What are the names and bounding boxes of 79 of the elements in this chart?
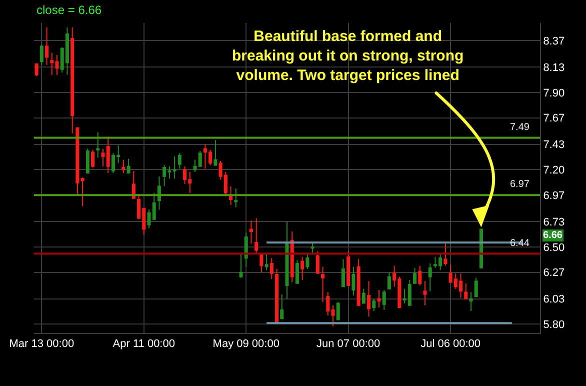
y-tick-label: 7.43 (543, 139, 565, 152)
candlestick (316, 250, 320, 274)
candlestick (336, 302, 340, 320)
candlestick (423, 280, 427, 306)
candlestick (295, 260, 299, 284)
candlestick (214, 139, 218, 166)
candlestick (270, 257, 274, 280)
candlestick (387, 272, 391, 290)
candlestick (285, 221, 289, 300)
y-tick-label: 8.13 (543, 62, 565, 74)
candlestick (50, 52, 54, 76)
candlestick (413, 267, 417, 284)
x-tick-label: Jul 06 00:00 (420, 338, 481, 350)
candlestick (126, 158, 130, 174)
candlestick (331, 304, 335, 327)
annotation: Beautiful base formed and breaking out it on strong, strong volume. Two target prices lined (232, 28, 464, 84)
candlestick (306, 252, 310, 270)
chart-title: close = 6.66 (36, 3, 102, 18)
candlestick (34, 63, 38, 76)
candlestick (377, 289, 381, 308)
candlestick (244, 232, 248, 268)
y-tick-label: 6.50 (543, 242, 565, 254)
candlestick (45, 26, 49, 66)
candlestick (229, 186, 233, 206)
candlestick (382, 289, 386, 310)
candlestick (132, 170, 136, 199)
candlestick (464, 282, 468, 300)
candlestick (76, 127, 80, 196)
candlestick (428, 263, 432, 292)
candlestick (367, 280, 371, 317)
candlestick (96, 132, 100, 158)
x-tick-label: Apr 11 00:00 (112, 338, 175, 350)
candlestick (469, 292, 473, 312)
candlestick (260, 253, 264, 273)
y-tick-label: 6.03 (543, 294, 565, 306)
x-tick-label: Jun 07 00:00 (316, 338, 380, 350)
candlestick (326, 292, 330, 316)
candlestick (356, 258, 360, 306)
candlestick (172, 156, 176, 180)
y-tick-label: 8.37 (543, 36, 565, 48)
candlestick (418, 265, 422, 286)
candlestick (341, 258, 345, 288)
ref-line-label: 7.49 (510, 122, 530, 133)
candlestick (275, 268, 279, 322)
candlestick (80, 176, 84, 207)
candlestick (234, 188, 238, 208)
x-tick-label: May 09 00:00 (212, 338, 280, 350)
candlestick (352, 266, 356, 296)
candlestick (91, 149, 95, 168)
candlestick (40, 44, 44, 66)
text: 6.66 (543, 230, 563, 241)
candlestick (310, 242, 314, 256)
candlestick (474, 277, 478, 298)
candlestick (178, 152, 182, 170)
x-tick-label: Mar 13 00:00 (9, 338, 74, 350)
y-tick-label: 5.80 (543, 319, 565, 332)
y-tick-label: 6.27 (543, 267, 565, 280)
candlestick (346, 250, 350, 286)
candlestick (239, 253, 243, 278)
candlestick (70, 26, 74, 134)
candlestick (372, 298, 376, 312)
candlestick (86, 148, 90, 174)
y-tick-label: 6.97 (543, 190, 565, 202)
ref-line-label: 6.97 (510, 179, 530, 190)
candlestick (321, 266, 325, 303)
candlestick (264, 253, 268, 271)
candlestick (55, 54, 59, 76)
candlestick (300, 256, 304, 281)
y-tick-label: 7.67 (543, 112, 565, 125)
candlestick (254, 218, 258, 253)
candlestick (157, 176, 161, 210)
candlestick (122, 159, 126, 174)
y-tick-label: 7.90 (543, 87, 565, 100)
y-tick-label: 6.73 (543, 216, 565, 228)
candlestick (444, 243, 448, 266)
candlestick (362, 288, 366, 304)
candlestick (249, 220, 253, 244)
candlestick (280, 294, 284, 320)
y-tick-label: 7.20 (543, 164, 565, 177)
